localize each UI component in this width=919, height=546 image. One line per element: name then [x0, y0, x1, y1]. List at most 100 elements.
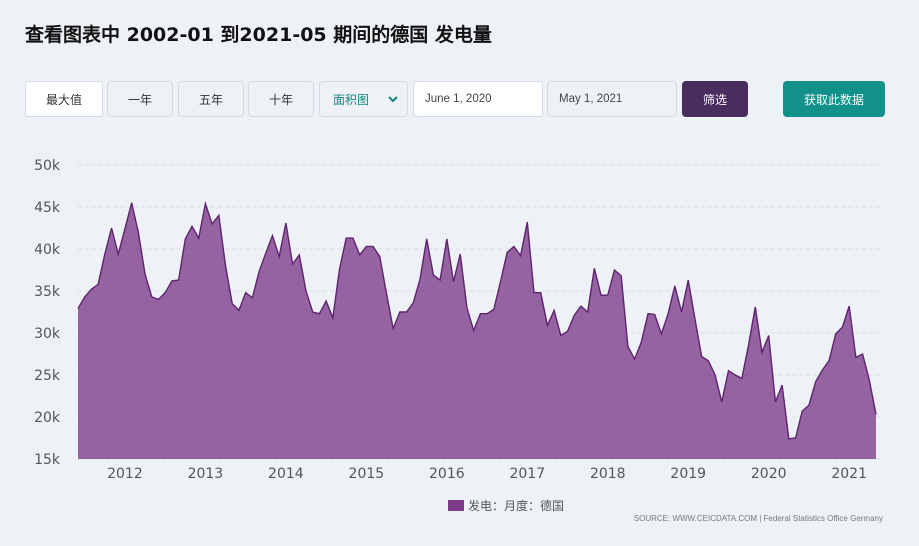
data-point — [808, 404, 810, 406]
data-point — [385, 292, 387, 294]
data-point — [801, 410, 803, 412]
y-tick-label: 30k — [34, 326, 61, 342]
x-tick-label: 2015 — [349, 466, 385, 482]
data-point — [640, 341, 642, 343]
legend-swatch — [448, 500, 464, 511]
data-point — [446, 238, 448, 240]
data-point — [613, 269, 615, 271]
source-note: SOURCE: WWW.CEICDATA.COM | Federal Stati… — [633, 514, 883, 523]
chevron-down-icon — [388, 96, 398, 103]
data-point — [774, 401, 776, 403]
data-point — [405, 311, 407, 313]
data-point — [271, 234, 273, 236]
y-tick-label: 45k — [34, 200, 61, 216]
data-point — [452, 281, 454, 283]
data-point — [137, 231, 139, 233]
data-point — [224, 265, 226, 267]
data-point — [633, 358, 635, 360]
data-point — [794, 437, 796, 439]
data-point — [345, 237, 347, 239]
data-point — [540, 291, 542, 293]
range-10y-button[interactable]: 十年 — [248, 81, 314, 117]
data-point — [519, 255, 521, 257]
data-point — [318, 312, 320, 314]
chart-type-select[interactable]: 面积图 — [319, 81, 408, 117]
data-point — [298, 254, 300, 256]
data-point — [305, 290, 307, 292]
data-point — [868, 379, 870, 381]
data-point — [647, 312, 649, 314]
y-axis-ticks: 15k 20k 25k 30k 35k 40k 45k 50k — [34, 158, 61, 468]
data-point — [258, 270, 260, 272]
data-point — [332, 317, 334, 319]
range-5y-button[interactable]: 五年 — [178, 81, 244, 117]
filter-button[interactable]: 筛选 — [682, 81, 748, 117]
data-point — [580, 305, 582, 307]
data-point — [754, 306, 756, 308]
data-point — [231, 302, 233, 304]
data-point — [593, 267, 595, 269]
x-tick-label: 2018 — [590, 466, 626, 482]
data-point — [848, 305, 850, 307]
x-tick-label: 2016 — [429, 466, 465, 482]
data-point — [835, 333, 837, 335]
chart-legend[interactable]: 发电：月度：德国 — [448, 497, 564, 514]
data-point — [211, 223, 213, 225]
data-point — [171, 280, 173, 282]
data-point — [104, 253, 106, 255]
data-point — [814, 381, 816, 383]
chart-type-value: 面积图 — [333, 92, 370, 107]
data-point — [379, 255, 381, 257]
data-point — [566, 330, 568, 332]
data-point — [358, 254, 360, 256]
data-point — [533, 291, 535, 293]
data-point — [627, 345, 629, 347]
data-point — [459, 253, 461, 255]
data-point — [560, 334, 562, 336]
data-point — [841, 326, 843, 328]
data-point — [734, 374, 736, 376]
data-point — [727, 370, 729, 372]
data-point — [124, 228, 126, 230]
data-point — [399, 311, 401, 313]
x-tick-label: 2017 — [509, 466, 545, 482]
data-point — [184, 238, 186, 240]
data-point — [218, 214, 220, 216]
data-point — [667, 312, 669, 314]
data-point — [546, 324, 548, 326]
x-tick-label: 2012 — [107, 466, 143, 482]
data-point — [660, 333, 662, 335]
data-point — [600, 294, 602, 296]
data-point — [768, 334, 770, 336]
data-point — [714, 374, 716, 376]
data-point — [77, 307, 79, 309]
data-point — [741, 377, 743, 379]
data-point — [861, 353, 863, 355]
y-tick-label: 15k — [34, 452, 61, 468]
data-point — [707, 360, 709, 362]
data-point — [204, 202, 206, 204]
x-tick-label: 2014 — [268, 466, 304, 482]
data-point — [721, 401, 723, 403]
data-point — [761, 351, 763, 353]
data-point — [687, 279, 689, 281]
end-date-input[interactable]: May 1, 2021 — [547, 81, 677, 117]
data-point — [151, 296, 153, 298]
data-point — [855, 356, 857, 358]
data-point — [325, 300, 327, 302]
data-point — [312, 311, 314, 313]
data-point — [238, 309, 240, 311]
data-point — [680, 311, 682, 313]
get-data-button[interactable]: 获取此数据 — [783, 81, 885, 117]
range-1y-button[interactable]: 一年 — [107, 81, 173, 117]
data-point — [439, 279, 441, 281]
y-tick-label: 20k — [34, 410, 61, 426]
start-date-input[interactable]: June 1, 2020 — [413, 81, 543, 117]
page-title: 查看图表中 2002-01 到2021-05 期间的德国 发电量 — [25, 24, 492, 46]
range-max-button[interactable]: 最大值 — [25, 81, 103, 117]
x-tick-label: 2021 — [831, 466, 867, 482]
x-axis-ticks: 2012 2013 2014 2015 2016 2017 2018 2019 2020 2021 — [107, 466, 867, 482]
data-point — [828, 360, 830, 362]
data-point — [244, 291, 246, 293]
y-tick-label: 25k — [34, 368, 61, 384]
